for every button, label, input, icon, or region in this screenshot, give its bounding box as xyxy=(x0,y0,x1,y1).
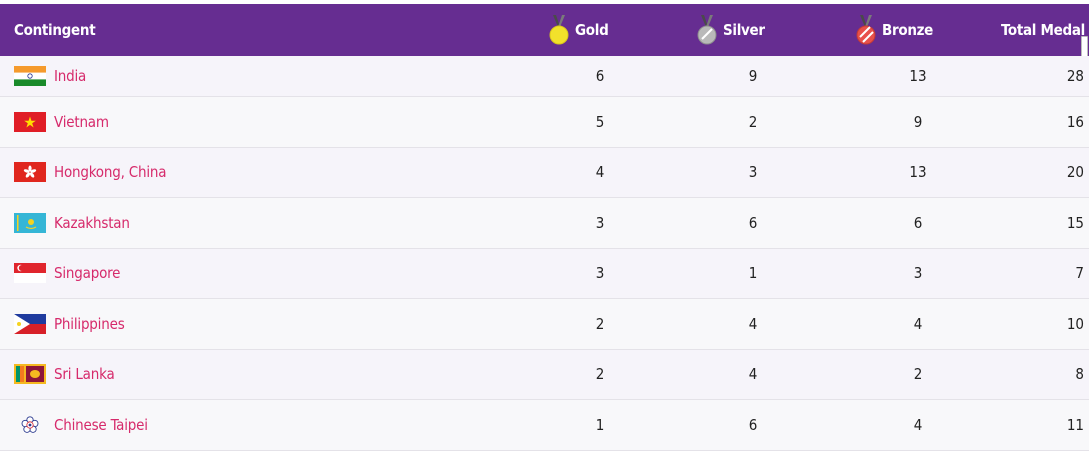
gold-count: 3 xyxy=(595,264,605,283)
contingent-cell: Sri Lanka xyxy=(14,350,115,400)
total-count: 15 xyxy=(1066,213,1084,232)
header-gold[interactable]: Gold xyxy=(549,4,609,56)
gold-count: 5 xyxy=(595,112,605,131)
table-row: Singapore 3 1 3 7 xyxy=(0,248,1089,299)
table-row: Chinese Taipei 1 6 4 11 xyxy=(0,400,1089,451)
silver-count: 4 xyxy=(748,314,758,333)
bronze-count: 3 xyxy=(913,264,923,283)
gold-count: 1 xyxy=(595,415,605,434)
country-link[interactable]: India xyxy=(54,67,87,85)
gold-count: 2 xyxy=(595,314,605,333)
country-link[interactable]: Singapore xyxy=(54,264,121,283)
table-row: Hongkong, China 4 3 13 20 xyxy=(0,147,1089,198)
table-row: Kazakhstan 3 6 6 15 xyxy=(0,198,1089,249)
total-count: 10 xyxy=(1066,314,1084,333)
country-link[interactable]: Vietnam xyxy=(54,112,109,131)
silver-count: 9 xyxy=(748,67,758,85)
contingent-cell: Philippines xyxy=(14,299,125,349)
bronze-count: 9 xyxy=(913,112,923,131)
contingent-cell: Chinese Taipei xyxy=(14,400,148,450)
contingent-cell: Vietnam xyxy=(14,97,109,147)
country-link[interactable]: Chinese Taipei xyxy=(54,415,148,434)
india-flag-icon xyxy=(14,66,46,86)
silver-count: 6 xyxy=(748,415,758,434)
header-total[interactable]: Total Medal xyxy=(1000,21,1085,39)
total-count: 8 xyxy=(1075,365,1084,384)
table-row: Sri Lanka 2 4 2 8 xyxy=(0,349,1089,400)
table-row: Vietnam 5 2 9 16 xyxy=(0,97,1089,148)
silver-count: 3 xyxy=(748,163,758,182)
table-row: India 6 9 13 28 xyxy=(0,56,1089,97)
table-row: Philippines 2 4 4 10 xyxy=(0,299,1089,350)
bronze-count: 4 xyxy=(913,314,923,333)
silver-count: 6 xyxy=(748,213,758,232)
total-count: 16 xyxy=(1066,112,1084,131)
country-link[interactable]: Sri Lanka xyxy=(54,365,115,384)
silver-count: 1 xyxy=(748,264,758,283)
bronze-count: 13 xyxy=(909,67,927,85)
vietnam-flag-icon xyxy=(14,111,46,132)
bronze-count: 6 xyxy=(913,213,923,232)
header-silver[interactable]: Silver xyxy=(697,4,765,56)
singapore-flag-icon xyxy=(14,263,46,284)
bronze-count: 13 xyxy=(909,163,927,182)
country-link[interactable]: Kazakhstan xyxy=(54,213,130,232)
gold-medal-icon xyxy=(549,15,569,45)
header-bronze[interactable]: Bronze xyxy=(856,4,933,56)
gold-count: 4 xyxy=(595,163,605,182)
gold-count: 3 xyxy=(595,213,605,232)
silver-count: 2 xyxy=(748,112,758,131)
bronze-medal-icon xyxy=(856,15,876,45)
chinese-taipei-flag-icon xyxy=(21,416,39,433)
kazakhstan-flag-icon xyxy=(14,212,46,233)
silver-count: 4 xyxy=(748,365,758,384)
country-link[interactable]: Philippines xyxy=(54,314,125,333)
table-header: Contingent Gold Silver xyxy=(0,4,1089,62)
medal-table: Contingent Gold Silver xyxy=(0,4,1089,451)
hongkong-flag-icon xyxy=(14,162,46,183)
contingent-cell: India xyxy=(14,56,86,96)
contingent-cell: Hongkong, China xyxy=(14,148,167,198)
table-body: India 6 9 13 28 Vietnam 5 2 9 16 xyxy=(0,56,1089,451)
bronze-count: 4 xyxy=(913,415,923,434)
total-count: 28 xyxy=(1066,67,1084,85)
philippines-flag-icon xyxy=(14,313,46,334)
country-link[interactable]: Hongkong, China xyxy=(54,163,167,182)
contingent-cell: Singapore xyxy=(14,249,120,299)
total-count: 7 xyxy=(1075,264,1084,283)
bronze-count: 2 xyxy=(913,365,923,384)
gold-count: 2 xyxy=(595,365,605,384)
header-contingent[interactable]: Contingent xyxy=(14,21,96,39)
gold-count: 6 xyxy=(595,67,605,85)
total-count: 20 xyxy=(1066,163,1084,182)
contingent-cell: Kazakhstan xyxy=(14,198,130,248)
srilanka-flag-icon xyxy=(14,364,46,385)
total-count: 11 xyxy=(1066,415,1084,434)
silver-medal-icon xyxy=(697,15,717,45)
